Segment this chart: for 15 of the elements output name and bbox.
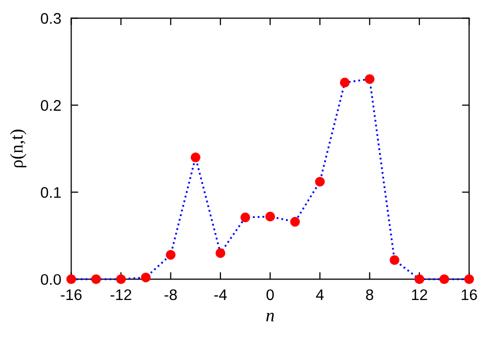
y-tick-label: 0.2 [40,100,61,111]
y-tick-label: 0.1 [40,187,61,198]
x-tick-label: 4 [316,289,324,300]
y-tick-label: 0.0 [40,274,61,285]
x-tick-label: -4 [214,289,227,300]
x-tick-label: -8 [164,289,177,300]
x-tick-label: 12 [412,289,428,300]
x-tick-label: -12 [110,289,132,300]
x-tick-label: 16 [462,289,477,300]
x-tick-label: 8 [366,289,374,300]
x-axis-title: n [266,312,274,322]
x-tick-label: -16 [60,289,82,300]
x-tick-label: 0 [266,289,274,300]
y-tick-label: 0.3 [40,13,61,24]
y-axis-title: ρ(n,t) [10,130,26,168]
